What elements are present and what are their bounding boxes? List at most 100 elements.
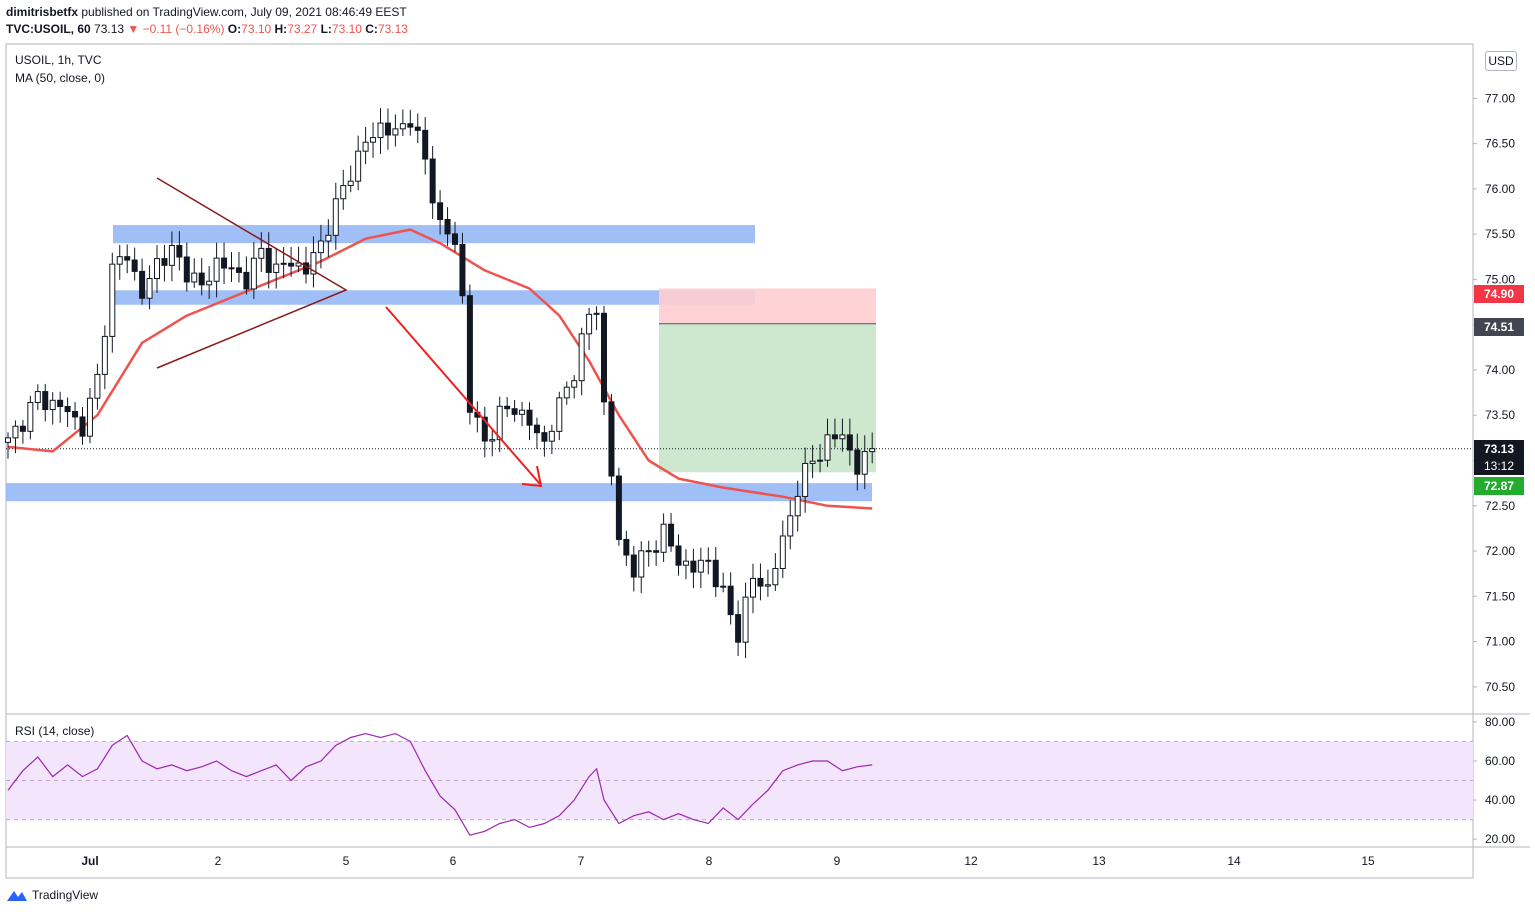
- candle-body: [340, 185, 347, 200]
- candle-body: [750, 577, 756, 598]
- tradingview-logo-icon: [7, 891, 27, 901]
- candle-body: [578, 333, 585, 382]
- sr-zone: [6, 483, 872, 502]
- arrow-head: [521, 465, 543, 488]
- time-axis-label: 5: [343, 854, 350, 868]
- tradingview-brand[interactable]: TradingView: [6, 888, 98, 902]
- candle-body: [228, 267, 235, 270]
- candle-body: [519, 409, 526, 415]
- candle-body: [310, 252, 317, 275]
- publish-info: published on TradingView.com, July 09, 2…: [81, 5, 407, 19]
- candle-body: [533, 424, 540, 434]
- candle-body: [817, 459, 824, 462]
- candle-body: [452, 233, 458, 245]
- candle-body: [586, 313, 593, 335]
- candle-body: [593, 312, 600, 315]
- candle-body: [295, 262, 302, 267]
- candle-body: [422, 129, 429, 160]
- candle-body: [839, 434, 846, 440]
- candle-body: [429, 158, 436, 204]
- candle-body: [86, 397, 93, 437]
- rsi-axis-label: 40.00: [1485, 793, 1515, 807]
- symbol-label: TVC:USOIL, 60: [6, 22, 91, 36]
- candle-body: [265, 247, 272, 273]
- price-axis-label: 72.50: [1485, 499, 1515, 513]
- price-axis-label: 71.00: [1485, 635, 1515, 649]
- entry-price-badge: 74.51: [1474, 318, 1524, 336]
- candle-body: [556, 397, 563, 432]
- close-value: 73.13: [377, 22, 408, 36]
- candle-body: [563, 386, 570, 399]
- candle-body: [481, 416, 488, 442]
- ohlc-line: TVC:USOIL, 60 73.13 ▼ −0.11 (−0.16%) O:7…: [6, 22, 408, 36]
- candle-body: [675, 545, 682, 566]
- last-price-badge: 73.13: [1474, 440, 1524, 458]
- price-axis-label: 74.00: [1485, 363, 1515, 377]
- candle-body: [846, 434, 853, 451]
- candle-body: [49, 399, 56, 411]
- time-axis-label: 2: [215, 854, 222, 868]
- candle-body: [317, 240, 324, 254]
- candle-body: [57, 399, 64, 408]
- low-label: L:: [320, 22, 332, 36]
- candle-body: [146, 278, 153, 299]
- currency-button[interactable]: USD: [1485, 51, 1517, 71]
- stop-price-badge: 74.90: [1474, 285, 1524, 303]
- candle-body: [787, 515, 794, 537]
- candle-body: [325, 234, 332, 242]
- candle-body: [183, 256, 190, 283]
- rsi-axis-label: 20.00: [1485, 832, 1515, 846]
- sr-zone: [113, 290, 755, 305]
- time-axis-label: 14: [1227, 854, 1241, 868]
- candle-body: [690, 560, 697, 573]
- candle-body: [347, 180, 354, 187]
- high-value: 73.27: [287, 22, 318, 36]
- ma-legend[interactable]: MA (50, close, 0): [15, 71, 106, 85]
- candle-body: [191, 272, 198, 283]
- candle-body: [496, 405, 503, 441]
- candle-body: [355, 150, 362, 182]
- candle-body: [720, 585, 727, 588]
- candle-body: [258, 247, 265, 259]
- candle-body: [332, 198, 339, 236]
- candle-body: [243, 271, 250, 290]
- candle-body: [42, 391, 49, 411]
- candle-body: [489, 439, 496, 442]
- candle-body: [615, 475, 622, 540]
- candle-body: [742, 596, 749, 643]
- candle-body: [757, 577, 764, 587]
- candle-body: [854, 449, 861, 475]
- candle-body: [831, 434, 838, 440]
- time-axis-label: 6: [450, 854, 457, 868]
- price-axis-label: 72.00: [1485, 544, 1515, 558]
- candle-body: [280, 262, 287, 265]
- author-name[interactable]: dimitrisbetfx: [6, 5, 79, 19]
- candle-body: [12, 425, 19, 439]
- candle-body: [19, 425, 26, 432]
- candle-body: [668, 523, 675, 547]
- candle-body: [504, 405, 511, 410]
- price-axis-label: 75.50: [1485, 227, 1515, 241]
- bearish-arrow: [385, 306, 541, 485]
- candle-body: [131, 259, 138, 272]
- close-label: C:: [365, 22, 378, 36]
- candle-body: [168, 245, 175, 266]
- candle-body: [511, 408, 518, 415]
- candle-body: [630, 554, 637, 578]
- candle-body: [362, 141, 369, 152]
- rsi-legend[interactable]: RSI (14, close): [15, 724, 95, 738]
- candle-body: [109, 263, 116, 337]
- candle-body: [124, 256, 131, 261]
- candle-body: [735, 614, 742, 643]
- candle-body: [794, 495, 801, 517]
- rsi-line: [7, 732, 873, 836]
- candle-body: [139, 270, 146, 299]
- candle-body: [414, 126, 421, 131]
- candle-body: [213, 257, 220, 282]
- candle-body: [548, 430, 555, 442]
- main-legend-title[interactable]: USOIL, 1h, TVC: [15, 53, 102, 67]
- candle-body: [288, 262, 295, 267]
- candle-body: [5, 437, 11, 443]
- candle-body: [399, 123, 406, 130]
